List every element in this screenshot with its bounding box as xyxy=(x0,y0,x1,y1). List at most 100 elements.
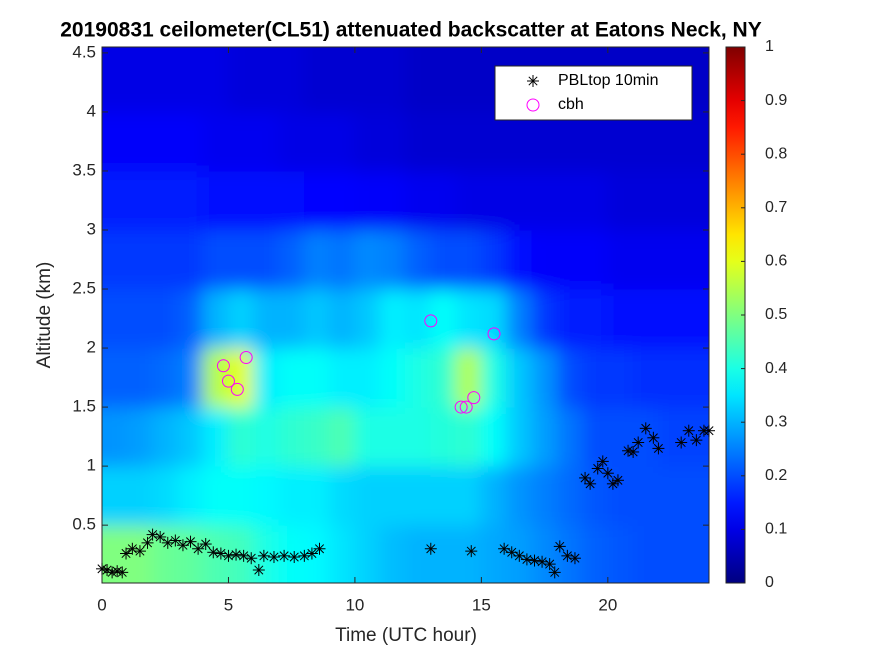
heatmap-cell xyxy=(253,47,280,113)
asterisk-stroke xyxy=(704,426,714,436)
heatmap-cell xyxy=(102,288,128,349)
colorbar-tick-label: 0.7 xyxy=(765,199,787,216)
point xyxy=(237,549,250,562)
asterisk-stroke xyxy=(598,456,608,466)
heatmap-cell xyxy=(379,170,406,231)
heatmap-cell xyxy=(126,406,154,467)
heatmap-cell xyxy=(480,288,508,349)
heatmap-cell xyxy=(177,47,204,113)
asterisk-stroke xyxy=(148,530,158,540)
asterisk-stroke xyxy=(684,426,694,436)
asterisk-stroke xyxy=(135,546,145,556)
heatmap-cell xyxy=(102,229,128,290)
heatmap-cell xyxy=(177,406,204,467)
point xyxy=(257,549,270,562)
heatmap-cells xyxy=(102,47,709,583)
heatmap-cell xyxy=(253,465,280,526)
heatmap-cell xyxy=(556,229,584,290)
point xyxy=(424,314,438,328)
asterisk-stroke xyxy=(117,567,127,577)
heatmap-cell xyxy=(632,170,659,231)
heatmap-cell xyxy=(607,465,634,526)
heatmap-cell xyxy=(607,170,634,231)
heatmap-cell xyxy=(202,347,229,408)
heatmap-cell xyxy=(379,47,406,113)
point xyxy=(133,545,146,558)
heatmap-cell xyxy=(405,288,432,349)
asterisk-stroke xyxy=(653,443,663,453)
heatmap-cell xyxy=(202,288,229,349)
heatmap-cell xyxy=(506,347,533,408)
heatmap-cell xyxy=(657,111,685,172)
heatmap-cell xyxy=(632,229,659,290)
heatmap-cell xyxy=(354,229,381,290)
heatmap-cell xyxy=(556,406,584,467)
point xyxy=(690,434,703,447)
heatmap-cell xyxy=(506,465,533,526)
colorbar-tick-label: 0.3 xyxy=(765,413,787,430)
point xyxy=(536,555,549,568)
heatmap-cell xyxy=(278,47,305,113)
heatmap-cell xyxy=(253,288,280,349)
heatmap-cell xyxy=(657,229,685,290)
legend-label: cbh xyxy=(558,96,584,113)
heatmap-cell xyxy=(329,465,356,526)
point xyxy=(192,542,205,555)
colorbar-tick-label: 0 xyxy=(765,574,774,591)
heatmap-cell xyxy=(227,229,255,290)
heatmap-cell xyxy=(582,465,609,526)
heatmap-cell xyxy=(556,524,584,583)
asterisk-stroke xyxy=(507,547,517,557)
heatmap-cell xyxy=(531,288,558,349)
heatmap-cell xyxy=(253,170,280,231)
heatmap-cell xyxy=(379,229,406,290)
asterisk-stroke xyxy=(269,552,279,562)
heatmap-cell xyxy=(405,524,432,583)
heatmap-cell xyxy=(405,347,432,408)
heatmap-cell xyxy=(278,170,305,231)
point xyxy=(459,400,473,414)
heatmap-cell xyxy=(657,524,685,583)
heatmap-cell xyxy=(354,47,381,113)
x-tick-label: 15 xyxy=(472,595,491,614)
heatmap-cell xyxy=(202,170,229,231)
plot-frame xyxy=(101,46,710,584)
heatmap-cell xyxy=(278,288,305,349)
heatmap-cell xyxy=(152,170,179,231)
heatmap-cell xyxy=(582,524,609,583)
heatmap-cell xyxy=(303,465,331,526)
heatmap-cell xyxy=(506,288,533,349)
asterisk-stroke xyxy=(193,544,203,554)
point xyxy=(120,547,133,560)
point xyxy=(222,549,235,562)
heatmap-cell xyxy=(354,406,381,467)
heatmap-cell xyxy=(632,288,659,349)
heatmap-cell xyxy=(177,170,204,231)
point xyxy=(207,546,220,559)
asterisk-stroke xyxy=(608,479,618,489)
heatmap-cell xyxy=(405,170,432,231)
heatmap-cell xyxy=(102,111,128,172)
heatmap-cell xyxy=(379,111,406,172)
heatmap-cell xyxy=(430,47,457,113)
heatmap-cell xyxy=(455,347,482,408)
asterisk-stroke xyxy=(289,552,299,562)
heatmap-cell xyxy=(607,406,634,467)
heatmap-cell xyxy=(102,406,128,467)
heatmap-cell xyxy=(405,465,432,526)
asterisk-stroke xyxy=(648,433,658,443)
y-tick-label: 1 xyxy=(87,456,96,475)
colorbar-tick-label: 0.2 xyxy=(765,467,787,484)
heatmap-cell xyxy=(329,406,356,467)
heatmap-cell xyxy=(379,288,406,349)
heatmap-cell xyxy=(683,229,709,290)
point xyxy=(454,400,468,414)
heatmap-cell xyxy=(683,288,709,349)
point xyxy=(146,528,159,541)
heatmap-cell xyxy=(303,288,331,349)
heatmap-cell xyxy=(582,229,609,290)
point xyxy=(596,455,609,468)
heatmap-cell xyxy=(657,465,685,526)
heatmap-cell xyxy=(531,347,558,408)
heatmap-cell xyxy=(607,347,634,408)
